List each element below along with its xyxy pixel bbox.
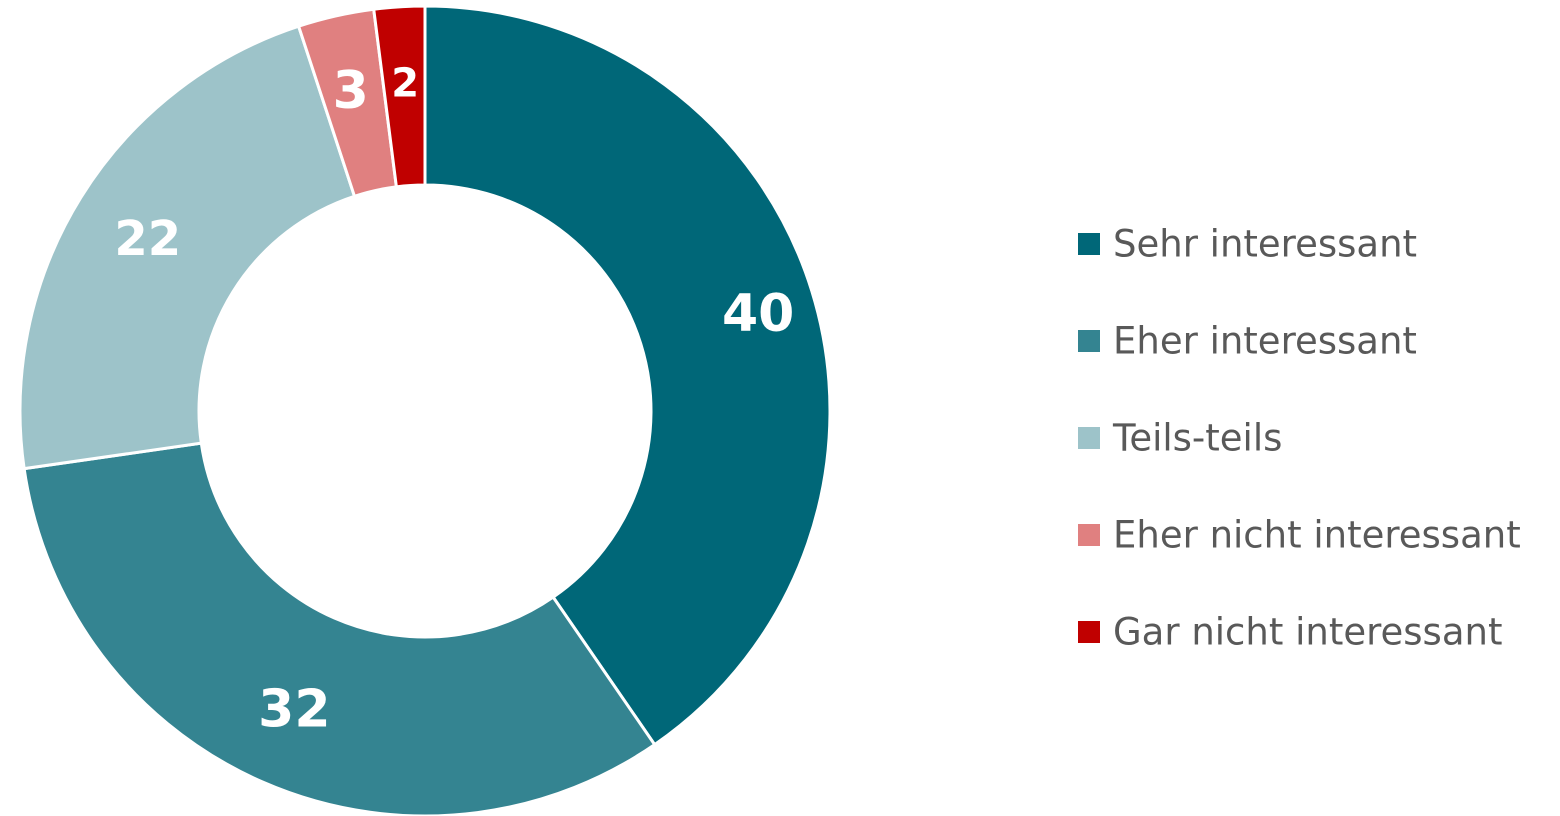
legend-item-sehr-interessant: Sehr interessant: [1078, 223, 1417, 266]
slice-eher-interessant: [22, 441, 657, 816]
legend-item-gar-nicht-interessant: Gar nicht interessant: [1078, 611, 1502, 654]
legend-label: Eher interessant: [1113, 320, 1417, 363]
donut-slices: [18, 4, 832, 816]
legend-item-eher-interessant: Eher interessant: [1078, 320, 1417, 363]
slice-gar-nicht-interessant: [372, 4, 427, 189]
data-label-teils-teils: 22: [114, 211, 181, 267]
legend-swatch: [1078, 427, 1100, 449]
legend-item-teils-teils: Teils-teils: [1078, 417, 1282, 460]
data-label-gar-nicht-interessant: 2: [391, 61, 419, 107]
data-label-sehr-interessant: 40: [722, 284, 794, 344]
data-label-eher-interessant: 32: [258, 680, 330, 740]
legend-label: Eher nicht interessant: [1113, 514, 1521, 557]
data-label-eher-nicht-interessant: 3: [333, 61, 369, 121]
slice-teils-teils: [18, 24, 357, 471]
legend-swatch: [1078, 330, 1100, 352]
legend-swatch: [1078, 621, 1100, 643]
legend: Sehr interessant Eher interessant Teils-te…: [1078, 223, 1521, 654]
slice-sehr-interessant: [423, 4, 832, 747]
legend-swatch: [1078, 233, 1100, 255]
legend-label: Teils-teils: [1112, 417, 1282, 460]
legend-swatch: [1078, 524, 1100, 546]
legend-label: Sehr interessant: [1113, 223, 1417, 266]
legend-item-eher-nicht-interessant: Eher nicht interessant: [1078, 514, 1521, 557]
legend-label: Gar nicht interessant: [1113, 611, 1502, 654]
